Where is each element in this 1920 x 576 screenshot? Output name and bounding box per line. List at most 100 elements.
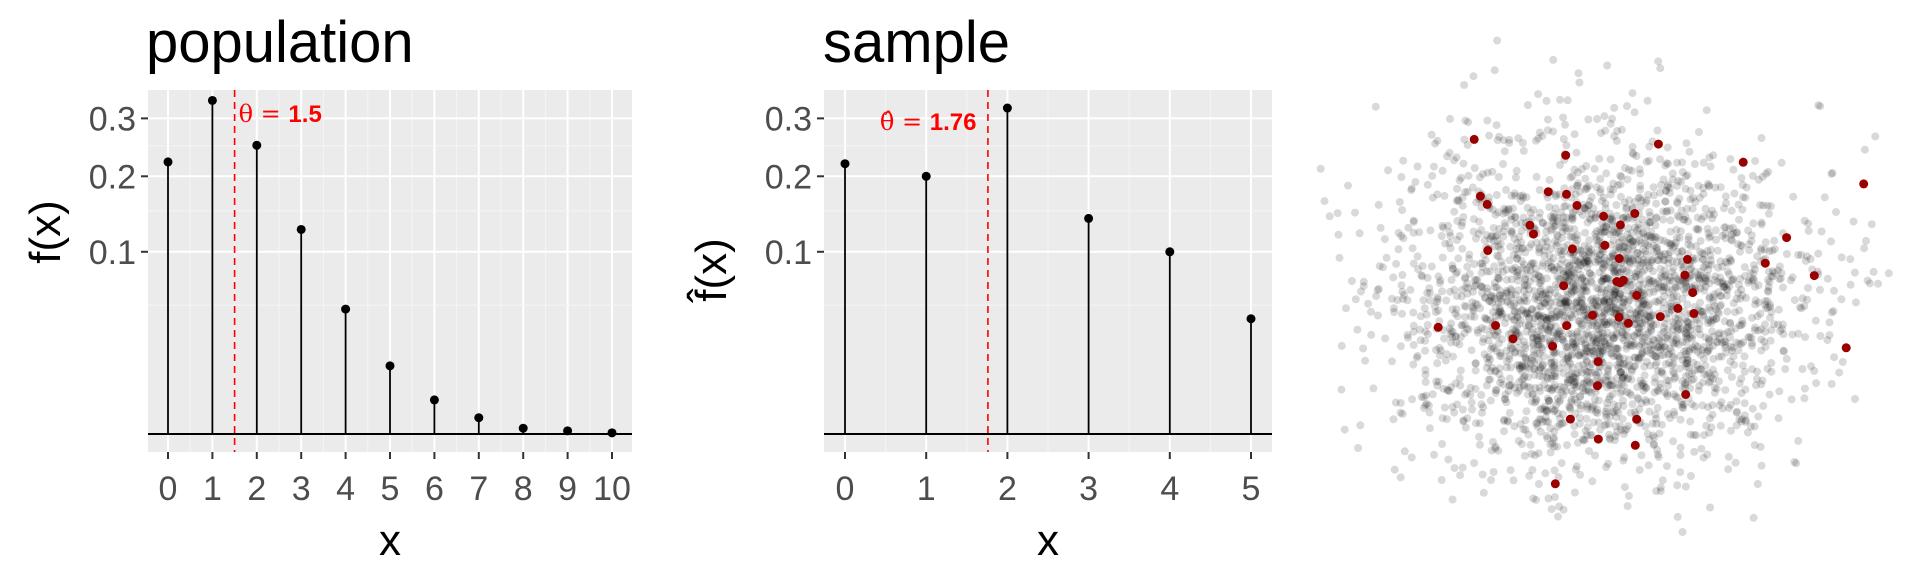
population-scatter-point	[1644, 461, 1653, 470]
population-scatter-point	[1685, 265, 1694, 274]
population-scatter-point	[1763, 303, 1772, 312]
population-scatter-point	[1448, 305, 1457, 314]
population-scatter-point	[1551, 190, 1560, 199]
population-scatter-point	[1765, 390, 1774, 399]
population-scatter-point	[1612, 228, 1621, 237]
population-scatter-point	[1737, 174, 1746, 182]
population-scatter-point	[1651, 361, 1660, 370]
population-scatter-point	[1611, 229, 1620, 238]
population-scatter-point	[1691, 267, 1699, 276]
population-scatter-point	[1445, 239, 1454, 248]
population-scatter-point	[1688, 334, 1696, 343]
population-scatter-point	[1559, 358, 1568, 367]
sample-scatter-point	[1562, 189, 1571, 199]
population-scatter-point	[1551, 192, 1560, 201]
population-scatter-point	[1749, 219, 1758, 228]
population-scatter-point	[1472, 198, 1481, 207]
population-scatter-point	[1709, 332, 1718, 341]
population-scatter-point	[1619, 264, 1628, 273]
population-scatter-point	[1561, 201, 1570, 210]
population-scatter-point	[1546, 448, 1555, 457]
population-scatter-point	[1593, 335, 1602, 344]
population-scatter-point	[1634, 306, 1643, 315]
population-scatter-point	[1523, 383, 1532, 392]
population-scatter-point	[1737, 417, 1746, 426]
population-scatter-point	[1814, 101, 1823, 110]
population-scatter-point	[1595, 250, 1604, 259]
population-scatter-point	[1573, 328, 1582, 336]
population-scatter-point	[1520, 282, 1529, 290]
population-scatter-point	[1417, 271, 1426, 280]
population-scatter-point	[1721, 343, 1730, 352]
population-scatter-point	[1579, 250, 1587, 259]
population-scatter-point	[1651, 221, 1660, 230]
population-scatter-point	[1396, 399, 1405, 407]
population-scatter-point	[1622, 267, 1631, 276]
population-scatter-point	[1624, 224, 1633, 233]
population-scatter-point	[1827, 308, 1836, 317]
population-scatter-point	[1592, 321, 1601, 330]
population-scatter-point	[1667, 303, 1676, 311]
population-scatter-point	[1593, 302, 1602, 311]
population-scatter-point	[1511, 326, 1520, 335]
population-scatter-point	[1703, 346, 1712, 355]
population-scatter-point	[1508, 227, 1517, 236]
population-scatter-point	[1650, 235, 1659, 244]
population-scatter-point	[1629, 150, 1638, 159]
population-scatter-point	[1566, 173, 1575, 182]
population-scatter-point	[1457, 292, 1466, 301]
population-scatter-point	[1752, 381, 1760, 390]
population-scatter-point	[1531, 451, 1539, 460]
population-scatter-point	[1530, 274, 1539, 283]
population-scatter-point	[1720, 317, 1729, 326]
population-scatter-point	[1830, 286, 1838, 295]
population-scatter-point	[1825, 318, 1834, 327]
population-scatter-point	[1663, 350, 1672, 359]
population-scatter-point	[1740, 272, 1749, 281]
sample-scatter-point	[1565, 414, 1575, 424]
population-scatter-point	[1623, 230, 1632, 239]
population-scatter-point	[1561, 218, 1569, 227]
population-scatter-point	[1686, 430, 1695, 439]
population-scatter-point	[1448, 328, 1457, 336]
population-scatter-point	[1583, 372, 1591, 381]
population-scatter-point	[1640, 334, 1649, 342]
population-scatter-point	[1580, 349, 1588, 358]
population-scatter-point	[1683, 171, 1692, 180]
population-scatter-point	[1694, 225, 1703, 234]
population-scatter-point	[1669, 437, 1678, 446]
population-scatter-point	[1582, 414, 1591, 423]
sample-scatter-point	[1782, 233, 1792, 243]
population-scatter-point	[1513, 239, 1522, 247]
population-scatter-point	[1582, 305, 1591, 314]
population-scatter-point	[1513, 313, 1522, 322]
population-scatter-point	[1364, 299, 1373, 308]
population-scatter-point	[1483, 284, 1492, 293]
population-scatter-point	[1801, 333, 1810, 342]
population-scatter-point	[1581, 174, 1590, 183]
sample-scatter-point	[1491, 321, 1501, 330]
population-scatter-point	[1717, 352, 1726, 361]
population-scatter-point	[1676, 451, 1685, 459]
population-scatter-point	[1761, 327, 1770, 336]
population-scatter-point	[1578, 286, 1587, 295]
theta-hat-value: 1.76	[930, 109, 977, 136]
population-scatter-point	[1568, 350, 1577, 359]
population-scatter-point	[1620, 295, 1629, 304]
population-scatter-point	[1545, 203, 1554, 212]
population-scatter-point	[1506, 284, 1515, 293]
population-scatter-point	[1564, 290, 1573, 299]
population-scatter-point	[1782, 250, 1791, 258]
population-scatter-point	[1757, 335, 1766, 344]
population-scatter-point	[1606, 381, 1614, 390]
population-scatter-point	[1597, 129, 1605, 138]
population-scatter-point	[1566, 272, 1575, 281]
population-scatter-point	[1647, 327, 1656, 335]
sample-scatter-point	[1683, 254, 1692, 264]
population-scatter-point	[1582, 346, 1591, 355]
population-point	[474, 413, 484, 423]
population-scatter-point	[1683, 318, 1692, 327]
population-scatter-point	[1653, 126, 1662, 135]
population-scatter-point	[1724, 404, 1733, 413]
population-scatter-point	[1494, 328, 1503, 336]
